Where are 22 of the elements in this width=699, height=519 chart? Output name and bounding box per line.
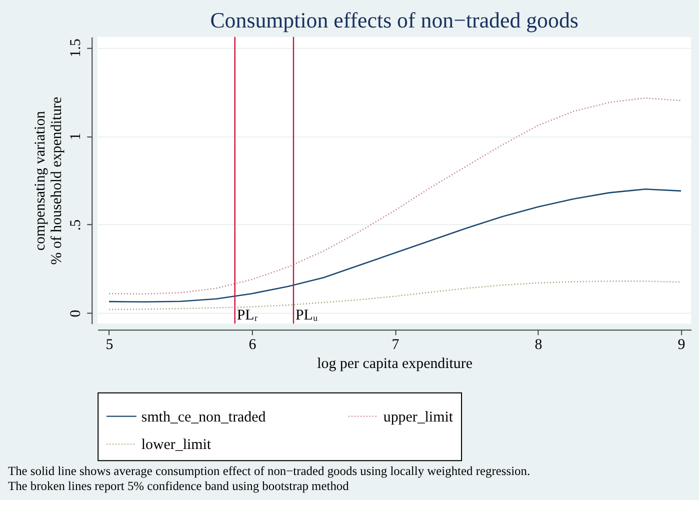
legend-label: lower_limit	[141, 437, 212, 454]
x-tick-label: 6	[248, 337, 257, 354]
x-axis-title: log per capita expenditure	[317, 356, 473, 372]
legend-label: upper_limit	[383, 409, 454, 426]
ref-line-label: PLᵤ	[295, 308, 318, 324]
y-tick-label: 1	[68, 132, 84, 140]
text: The solid line shows average consumption effect of non−traded goods using locally weighted regression.	[8, 464, 530, 478]
y-tick-label: 1.5	[68, 38, 84, 58]
y-axis-title: compensating variation % of household expenditure	[32, 96, 66, 265]
line-series	[108, 97, 682, 295]
ref-line-label: PLᵣ	[236, 308, 258, 324]
legend-label: smth_ce_non_traded	[141, 409, 266, 426]
y-tick-label: .5	[68, 219, 84, 231]
y-tick-label: 0	[68, 310, 84, 318]
line-series	[108, 280, 682, 310]
chart-title: Consumption effects of non−traded goods	[210, 7, 578, 32]
x-tick-label: 9	[678, 337, 686, 354]
line-series	[108, 188, 682, 303]
x-tick-label: 5	[106, 337, 114, 354]
text: The broken lines report 5% confidence band using bootstrap method	[8, 478, 350, 493]
x-tick-label: 7	[392, 337, 400, 354]
x-tick-label: 8	[534, 337, 542, 354]
